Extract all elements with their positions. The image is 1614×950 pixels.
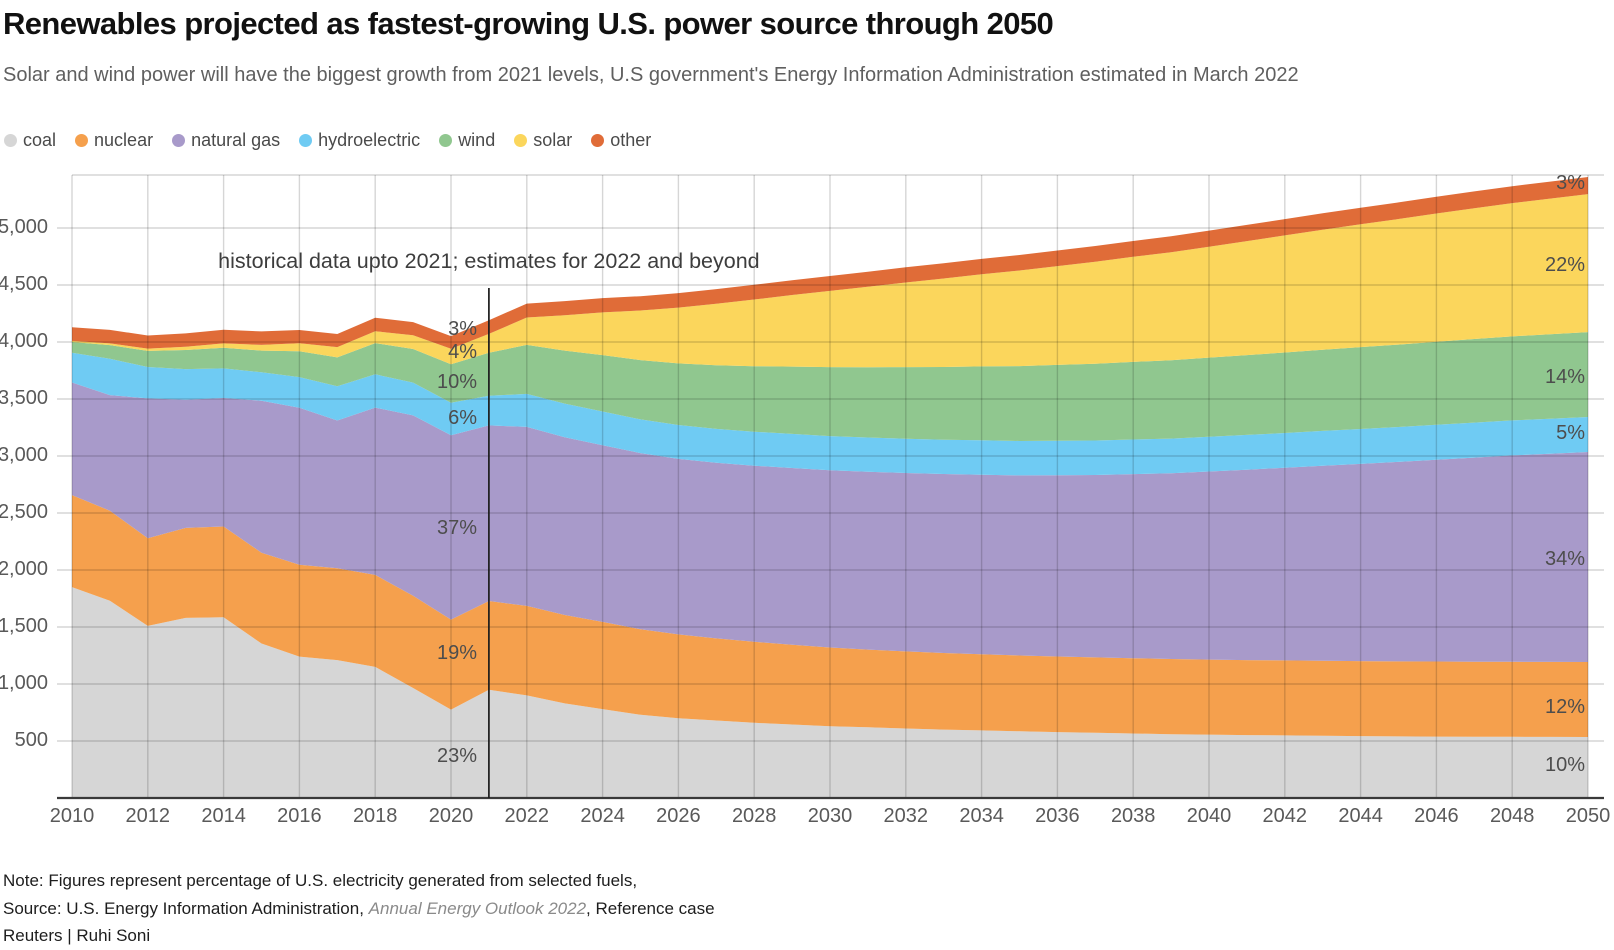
pct-label-2021-coal: 23% <box>436 745 477 767</box>
legend-label: natural gas <box>191 130 281 150</box>
x-tick-label: 2036 <box>1035 805 1080 827</box>
x-tick-label: 2022 <box>504 805 550 827</box>
area-wind <box>72 332 1588 441</box>
x-tick-label: 2012 <box>125 805 171 827</box>
x-tick-label: 2048 <box>1489 805 1535 827</box>
area-other <box>72 177 1588 349</box>
x-tick-label: 2018 <box>352 805 398 827</box>
legend-item-coal: coal <box>4 130 56 151</box>
x-tick-label: 2016 <box>277 805 322 827</box>
y-tick-label: 2,000 <box>0 558 48 580</box>
pct-label-2050-hydroelectric: 5% <box>1556 422 1585 444</box>
pct-label-2021-nuclear: 19% <box>436 642 477 664</box>
page-subtitle: Solar and wind power will have the bigge… <box>3 64 1299 86</box>
source-suffix: , Reference case <box>586 898 715 918</box>
pct-label-2050-other: 3% <box>1556 172 1585 194</box>
y-tick-label: 1,500 <box>0 615 48 637</box>
legend-item-nuclear: nuclear <box>75 130 153 151</box>
page-title: Renewables projected as fastest-growing … <box>3 6 1054 41</box>
x-tick-label: 2038 <box>1110 805 1156 827</box>
pct-label-2021-hydroelectric: 6% <box>448 407 477 429</box>
pct-label-2021-other: 3% <box>448 318 477 340</box>
legend-dot-wind-icon <box>439 134 453 147</box>
gridlines <box>57 174 1604 798</box>
y-tick-label: 3,000 <box>0 444 48 466</box>
pct-label-2050-natural-gas: 34% <box>1544 548 1585 570</box>
legend-item-other: other <box>591 130 651 151</box>
x-tick-label: 2010 <box>49 805 95 827</box>
y-tick-label: 4,500 <box>0 273 48 295</box>
source-prefix: Source: U.S. Energy Information Administ… <box>3 898 369 918</box>
legend-dot-hydroelectric-icon <box>299 134 313 147</box>
y-tick-label: 4,000 <box>0 330 48 352</box>
x-tick-label: 2014 <box>201 805 246 827</box>
y-tick-label: 3,500 <box>0 387 48 409</box>
legend-item-natural-gas: natural gas <box>172 130 280 151</box>
pct-label-2050-coal: 10% <box>1544 754 1585 776</box>
legend-label: solar <box>533 130 573 150</box>
y-tick-label: 2,500 <box>0 501 48 523</box>
area-natural-gas <box>72 382 1588 662</box>
x-tick-label: 2032 <box>883 805 929 827</box>
x-tick-label: 2044 <box>1338 805 1383 827</box>
legend-label: coal <box>23 130 57 150</box>
x-tick-label: 2046 <box>1414 805 1459 827</box>
x-tick-label: 2050 <box>1565 805 1611 827</box>
x-tick-label: 2026 <box>656 805 701 827</box>
area-hydroelectric <box>72 352 1588 476</box>
divider-annotation: historical data upto 2021; estimates for… <box>218 249 760 273</box>
credit-line: Reuters | Ruhi Soni <box>3 926 151 945</box>
legend-dot-other-icon <box>591 134 605 147</box>
legend-dot-nuclear-icon <box>75 134 89 147</box>
x-tick-label: 2034 <box>959 805 1004 827</box>
legend-label: nuclear <box>94 130 154 150</box>
footer: Note: Figures represent percentage of U.… <box>3 867 715 950</box>
legend-item-hydroelectric: hydroelectric <box>299 130 420 151</box>
note-line: Note: Figures represent percentage of U.… <box>3 871 638 890</box>
area-solar <box>72 194 1588 368</box>
legend-label: wind <box>458 130 496 150</box>
pct-label-2050-wind: 14% <box>1544 366 1585 388</box>
y-tick-label: 1,000 <box>0 672 48 694</box>
legend-label: hydroelectric <box>318 130 421 150</box>
pct-label-2021-wind: 10% <box>436 371 477 393</box>
legend-item-wind: wind <box>439 130 495 151</box>
y-tick-label: 5,000 <box>0 216 48 238</box>
x-tick-label: 2040 <box>1186 805 1232 827</box>
legend-label: other <box>610 130 652 150</box>
x-tick-label: 2030 <box>807 805 853 827</box>
pct-label-2021-solar: 4% <box>448 341 477 363</box>
area-nuclear <box>72 495 1588 737</box>
pct-label-2021-natural-gas: 37% <box>436 517 477 539</box>
legend-dot-coal-icon <box>4 134 17 147</box>
area-coal <box>72 587 1588 798</box>
x-tick-label: 2024 <box>580 805 625 827</box>
legend-item-solar: solar <box>514 130 572 151</box>
x-tick-label: 2028 <box>731 805 777 827</box>
source-line: Source: U.S. Energy Information Administ… <box>3 895 715 923</box>
x-tick-label: 2020 <box>428 805 474 827</box>
legend-dot-solar-icon <box>514 134 528 147</box>
y-tick-label: 500 <box>14 729 48 751</box>
legend: coal nuclear natural gas hydroelectric wind s… <box>4 130 651 151</box>
x-tick-label: 2042 <box>1262 805 1308 827</box>
pct-label-2050-solar: 22% <box>1544 254 1585 276</box>
legend-dot-natural-gas-icon <box>172 134 186 147</box>
pct-label-2050-nuclear: 12% <box>1544 696 1585 718</box>
source-publication: Annual Energy Outlook 2022 <box>368 898 587 918</box>
